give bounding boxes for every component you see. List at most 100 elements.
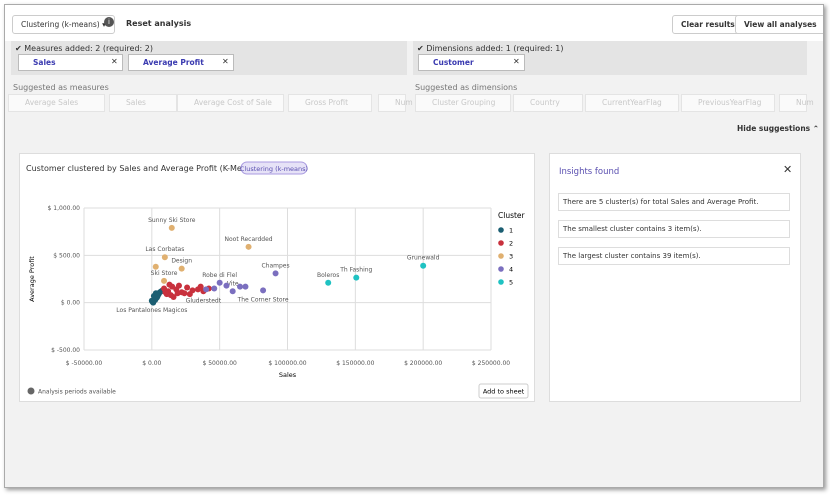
point [272,270,279,277]
footer-note: Analysis periods available [38,389,116,396]
legend-label: 4 [509,266,513,274]
point [153,294,160,301]
point-label: Champes [261,262,289,269]
point [260,287,267,294]
analysis-select[interactable]: Clustering (k-means) ▾ [12,15,115,34]
x-tick-label: $ 100000.00 [268,360,306,367]
point [223,282,230,289]
dimension-chip[interactable]: Customer [418,54,525,71]
point [186,291,193,298]
point-label: Las Corbatas [145,246,184,253]
point-label: Design [171,258,192,265]
point-label: Los Pantalones Magicos [116,307,187,314]
point [178,265,185,272]
point-label: Boleros [317,272,339,279]
heading-text: Measures added: 2 (required: 2) [24,44,153,53]
remove-icon[interactable]: ✕ [222,57,229,66]
close-icon[interactable]: ✕ [783,163,793,176]
point-label: Th Fashing [339,267,372,274]
point [175,282,182,289]
point [161,277,168,284]
point [168,224,175,231]
insight: The largest cluster contains 39 item(s). [558,247,790,265]
y-tick-label: $ -500.00 [51,347,80,354]
x-axis-title: Sales [279,371,297,379]
point-label: Grunewald [407,255,440,262]
point [162,289,169,296]
suggestion-chip[interactable]: Cluster Grouping [415,94,511,112]
suggestion-chip[interactable]: Num [779,94,814,112]
y-tick-label: $ 500.00 [53,252,80,259]
reset-button[interactable]: Reset analysis [126,19,192,28]
add-button-text: Add to sheet [483,388,525,396]
remove-icon[interactable]: ✕ [513,57,520,66]
chart-card: Customer clustered by Sales and Average … [19,153,535,402]
hide-suggestions[interactable]: Hide suggestions ⌃ [737,124,820,133]
legend-label: 2 [509,240,513,248]
legend-swatch [498,240,504,246]
info-icon[interactable]: i [104,17,114,27]
point [170,293,177,300]
suggestion-chip[interactable]: Gross Profit [288,94,372,112]
badge [240,161,308,175]
badge-text: Clustering (k-means) [240,165,308,173]
legend-label: 3 [509,253,513,261]
point [181,290,188,297]
insights-card: Insights found ✕ There are 5 cluster(s) … [549,153,801,402]
point [161,254,168,261]
measure-chip[interactable]: Average Profit [128,54,234,71]
x-tick-label: $ -50000.00 [66,360,103,367]
suggestion-chip[interactable]: CurrentYearFlag [585,94,679,112]
point [211,285,218,292]
legend-label: 1 [509,227,513,235]
legend-swatch [498,227,504,233]
suggest-heading: Suggested as dimensions [415,83,518,92]
suggest-heading: Suggested as measures [13,83,109,92]
insights-title: Insights found [559,167,620,177]
measure-chip[interactable]: Sales [18,54,123,71]
x-tick-label: $ 200000.00 [404,360,442,367]
point-label: Robe di Flel [202,272,237,279]
chart-title: Customer clustered by Sales and Average … [26,164,259,173]
point [166,281,173,288]
legend-swatch [498,279,504,285]
dimensions-heading: ✔ Dimensions added: 1 (required: 1) [417,44,564,53]
point [149,298,156,305]
view-all-button[interactable]: View all analyses [735,15,823,34]
point [203,286,210,293]
y-tick-label: $ 1,000.00 [48,205,81,212]
point [242,283,249,290]
suggestion-chip[interactable]: Country [513,94,583,112]
point [420,262,427,269]
x-tick-label: $ 0.00 [142,360,161,367]
info-icon [27,387,35,395]
suggestion-chip[interactable]: Num [378,94,413,112]
app-window: Clustering (k-means) ▾ i Reset analysis … [4,4,824,488]
suggestion-chip[interactable]: PreviousYearFlag [681,94,775,112]
point [184,284,191,291]
point [174,290,181,297]
point [325,279,332,286]
point [152,263,159,270]
select-text: Clustering (k-means) [21,20,100,29]
y-axis-title: Average Profit [28,256,36,302]
insight: There are 5 cluster(s) for total Sales a… [558,193,790,211]
hide-text: Hide suggestions [737,124,811,133]
suggestion-chip[interactable]: Average Sales [8,94,105,112]
legend-swatch [498,253,504,259]
point [353,274,360,281]
add-button[interactable] [478,383,529,399]
point-label: The Corner Store [237,296,289,303]
suggestion-chip[interactable]: Sales [109,94,177,112]
point [245,243,252,250]
point-label: Gluderstedt [186,297,222,304]
legend-label: 5 [509,279,513,287]
suggestion-chip[interactable]: Average Cost of Sale [177,94,284,112]
point [229,288,236,295]
x-tick-label: $ 250000.00 [472,360,510,367]
chart: Customer clustered by Sales and Average … [26,161,529,399]
remove-icon[interactable]: ✕ [111,57,118,66]
point-label: Sunny Ski Store [148,217,196,224]
clear-button[interactable]: Clear results [672,15,744,34]
point [197,283,204,290]
